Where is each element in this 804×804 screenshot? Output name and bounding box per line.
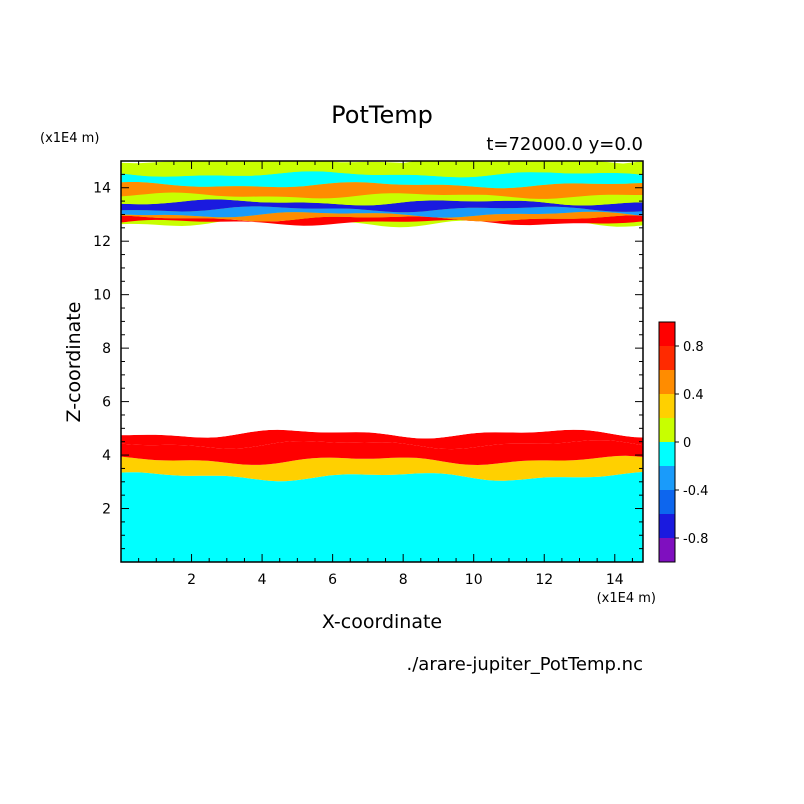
x-tick-label: 10 [465, 572, 483, 588]
colorbar-swatch [659, 418, 675, 442]
colorbar-tick-label: 0 [683, 436, 691, 451]
chart-title: PotTemp [331, 101, 433, 129]
colorbar-swatch [659, 394, 675, 418]
x-tick-label: 8 [399, 572, 408, 588]
y-tick-label: 2 [102, 502, 111, 518]
contour-band-lower-warm-1 [121, 455, 643, 482]
colorbar-tick-label: 0.8 [683, 340, 704, 355]
colorbar-tick-label: 0.4 [683, 388, 704, 403]
chart-subtitle: t=72000.0 y=0.0 [486, 134, 643, 155]
y-tick-label: 14 [93, 181, 111, 197]
x-tick-label: 2 [187, 572, 196, 588]
axis-ticks: 2 4 6 8 10 12 14 2 4 6 8 10 12 14 [93, 160, 643, 588]
colorbar-tick-label: -0.8 [683, 532, 708, 547]
colorbar-swatch [659, 370, 675, 394]
source-file-label: ./arare-jupiter_PotTemp.nc [407, 654, 643, 675]
colorbar-tick-label: -0.4 [683, 484, 708, 499]
x-tick-label: 14 [606, 572, 624, 588]
x-tick-label: 4 [258, 572, 267, 588]
contour-band-neutral [121, 218, 643, 439]
upper-layer-stripe [121, 161, 643, 178]
contour-fills [121, 161, 643, 562]
upper-layer-stripe [121, 171, 643, 189]
x-tick-label: 12 [535, 572, 553, 588]
colorbar-swatch [659, 346, 675, 370]
upper-layer-stripe [121, 215, 643, 226]
contour-band-lower-warm-3 [121, 429, 643, 450]
x-tick-label: 6 [328, 572, 337, 588]
y-tick-label: 6 [102, 395, 111, 411]
contour-band-lower-warm-2 [121, 440, 643, 465]
colorbar-swatch [659, 466, 675, 490]
colorbar-swatch [659, 490, 675, 514]
plot-frame [120, 160, 644, 563]
colorbar-swatch [659, 322, 675, 346]
y-tick-label: 4 [102, 448, 111, 464]
x-unit-label: (x1E4 m) [597, 591, 656, 606]
x-axis-label: X-coordinate [322, 611, 442, 633]
y-axis-label: Z-coordinate [63, 302, 85, 423]
upper-layer-stripe [121, 192, 643, 206]
y-unit-label: (x1E4 m) [40, 131, 99, 146]
y-tick-label: 8 [102, 341, 111, 357]
upper-layer-stripe [121, 182, 643, 199]
upper-layer-stripe [121, 211, 643, 222]
upper-layer-stripe [121, 199, 643, 213]
colorbar-swatch [659, 442, 675, 466]
colorbar-swatch [659, 514, 675, 538]
y-tick-label: 10 [93, 288, 111, 304]
upper-layer-stripe [121, 206, 643, 218]
contour-band-lower-cool [121, 471, 643, 562]
colorbar: -0.8 -0.4 0 0.4 0.8 [658, 321, 708, 563]
y-tick-label: 12 [93, 234, 111, 250]
plot-area: 2 4 6 8 10 12 14 2 4 6 8 10 12 14 [93, 160, 644, 588]
colorbar-swatch [659, 538, 675, 562]
